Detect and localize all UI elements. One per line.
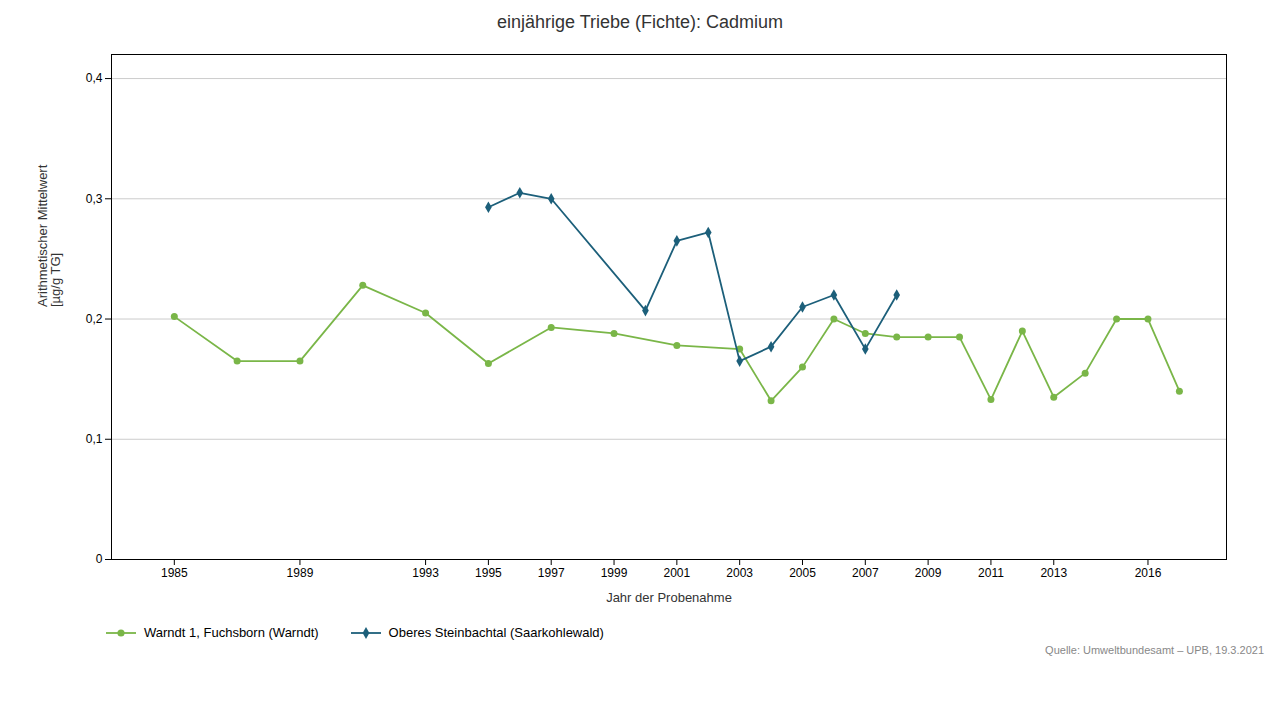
svg-text:2001: 2001 xyxy=(664,566,691,580)
svg-text:0,2: 0,2 xyxy=(86,312,103,326)
svg-text:0,4: 0,4 xyxy=(86,71,103,85)
svg-text:2007: 2007 xyxy=(852,566,879,580)
svg-text:2013: 2013 xyxy=(1040,566,1067,580)
svg-text:2011: 2011 xyxy=(978,566,1004,580)
svg-text:1985: 1985 xyxy=(161,566,188,580)
svg-text:2003: 2003 xyxy=(726,566,753,580)
svg-text:1995: 1995 xyxy=(475,566,502,580)
svg-text:1989: 1989 xyxy=(287,566,314,580)
svg-text:1993: 1993 xyxy=(412,566,439,580)
svg-text:2016: 2016 xyxy=(1135,566,1162,580)
html-text:Quelle: Umweltbundesamt – UPB,: Quelle: Umweltbundesamt – UPB, 19.3.2021 xyxy=(1045,644,1264,656)
svg-text:2005: 2005 xyxy=(789,566,816,580)
svg-text:2009: 2009 xyxy=(915,566,942,580)
svg-text:1997: 1997 xyxy=(538,566,565,580)
svg-text:Arithmetischer Mittelwert[µg/g: Arithmetischer Mittelwert[µg/g TG] xyxy=(35,164,63,307)
svg-text:0,1: 0,1 xyxy=(86,432,103,446)
html-text:Oberes Steinbachtal (Saarkohle: Oberes Steinbachtal (Saarkohlewald) xyxy=(388,625,604,640)
svg-text:0,3: 0,3 xyxy=(86,192,103,206)
svg-text:1999: 1999 xyxy=(601,566,628,580)
html-text:Warndt 1, Fuchsborn (Warndt): Warndt 1, Fuchsborn (Warndt) xyxy=(144,625,319,640)
svg-text:Jahr der Probenahme: Jahr der Probenahme xyxy=(606,590,732,605)
svg-text:0: 0 xyxy=(96,552,103,566)
html-text:einjährige Triebe (Fichte): Ca: einjährige Triebe (Fichte): Cadmium xyxy=(496,12,784,32)
